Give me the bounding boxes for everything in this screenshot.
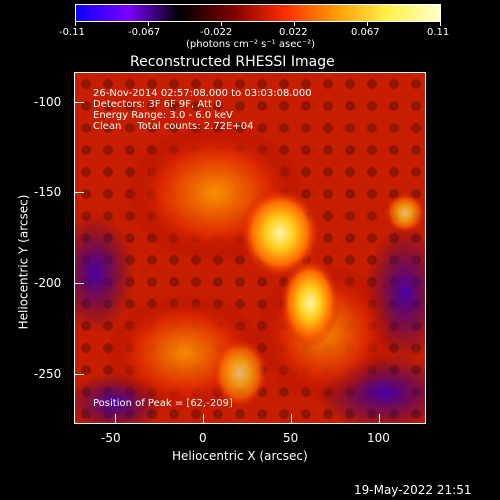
y-axis-ticks [74,72,84,424]
rhessi-image-frame: 26-Nov-2014 02:57:08.000 to 03:03:08.000… [74,72,426,424]
y-axis-label: Heliocentric Y (arcsec) [16,194,31,330]
energy-range: Energy Range: 3.0 - 6.0 keV [93,110,233,121]
x-tick-label: -50 [101,431,121,445]
colorbar-tick-label: -0.11 [59,27,85,38]
colorbar-tick-label: -0.022 [200,27,233,38]
x-tick-label: 50 [283,431,299,445]
x-axis-label: Heliocentric X (arcsec) [172,449,308,463]
colorbar-units: (photons cm⁻² s⁻¹ asec⁻²) [186,39,316,50]
plot-title: Reconstructed RHESSI Image [130,54,335,70]
colorbar [75,4,441,22]
colorbar-ticks [75,21,441,27]
colorbar-tick-label: 0.11 [427,27,450,38]
peak-position: Position of Peak = [62,-209] [93,398,233,409]
y-tick-label: -100 [34,95,62,109]
colorbar-gradient [76,5,440,21]
observation-time-range: 26-Nov-2014 02:57:08.000 to 03:03:08.000 [93,88,312,99]
colorbar-tick-label: -0.067 [128,27,161,38]
y-tick-label: -200 [34,276,62,290]
detectors-info: Detectors: 3F 6F 9F, Att 0 [93,99,222,110]
plot-date: 19-May-2022 21:51 [354,483,472,497]
x-tick-label: 100 [367,431,390,445]
method-and-counts: Clean Total counts: 2.72E+04 [93,121,254,132]
y-tick-label: -150 [34,185,62,199]
colorbar-tick-label: 0.067 [351,27,380,38]
colorbar-tick-label: 0.022 [279,27,308,38]
y-tick-label: -250 [34,367,62,381]
x-axis-ticks [74,414,426,424]
x-tick-label: 0 [199,431,207,445]
rhessi-image [75,73,425,423]
